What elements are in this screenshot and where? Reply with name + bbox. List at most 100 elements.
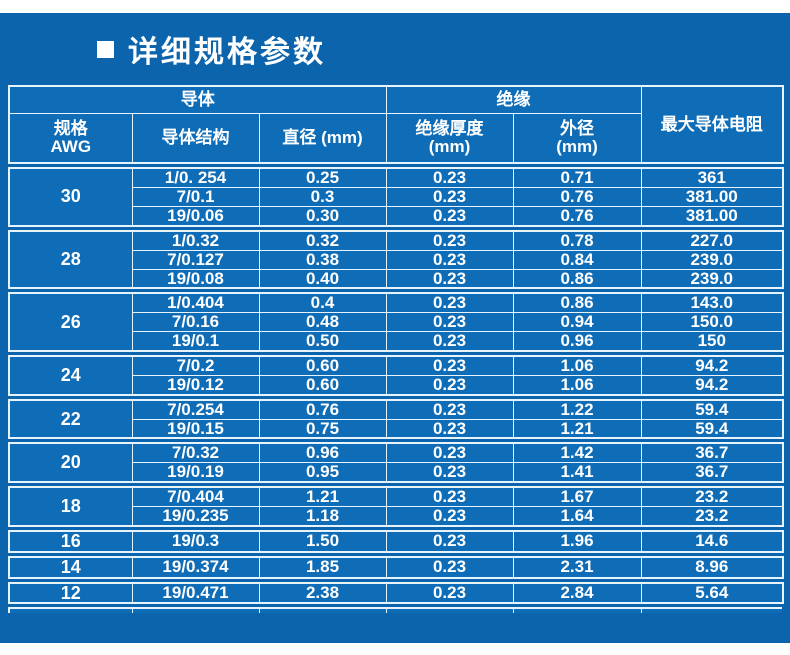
spec-cell: 8.96 [640,556,784,579]
spec-row: 19/0.19 0.95 0.23 1.41 36.7 [9,462,784,483]
spec-row: 30 1/0. 254 0.25 0.23 0.71 361 [8,167,784,227]
awg-group-12: 12 19/0.471 2.38 0.23 2.84 5.64 [8,581,784,605]
spec-row: 19/0.12 0.60 0.23 1.06 94.2 [9,374,784,396]
spec-cell: 0.38 [258,249,387,270]
spec-cell: 0.23 [385,442,514,464]
spec-cell: 19/0.19 [131,462,260,483]
spec-cell: 0.75 [258,418,387,439]
spec-cell: 1.96 [512,530,642,553]
spec-cell: 0.23 [385,230,514,251]
spec-cell: 0.23 [385,355,514,376]
awg-group-22: 22 7/0.254 0.76 0.23 1.22 59.4 19/0.15 0.75 0.23… [8,398,784,440]
spec-cell: 1.50 [258,530,387,553]
awg-group-28: 28 1/0.32 0.32 0.23 0.78 227.0 7/0.127 0.38 0.23… [8,229,784,290]
spec-cell: 7/0.2 [131,355,260,376]
spec-cell: 239.0 [640,249,784,270]
awg-group-14: 14 19/0.374 1.85 0.23 2.31 8.96 [8,555,784,579]
spec-cell: 227.0 [640,230,784,251]
spec-cell: 0.23 [385,374,514,396]
spec-cell: 2.38 [258,582,387,604]
spec-cell: 0.95 [258,462,387,483]
spec-cell: 0.23 [385,556,514,579]
spec-cell: 0.76 [258,399,387,420]
spec-cell: 1.85 [258,556,387,579]
spec-cell: 7/0.1 [131,186,260,207]
spec-cell: 19/0.12 [131,374,260,396]
header-structure: 导体结构 [131,113,260,164]
header-outer-diameter: 外径 (mm) [512,113,642,164]
spec-cell: 94.2 [640,355,784,376]
spec-cell: 1.21 [512,418,642,439]
spec-cell: 0.23 [385,582,514,604]
spec-cell: 94.2 [640,374,784,396]
spec-cell: 0.23 [385,486,514,507]
blue-panel: 详细规格参数 导体 绝缘 最大导体电阻 规格 AWG 导体结构 直径 (mm) … [0,13,790,643]
spec-cell: 0.76 [512,205,642,227]
spec-cell: 0.86 [512,292,642,314]
spec-cell: 19/0.06 [131,205,260,227]
spec-cell: 1/0.32 [131,230,260,251]
spec-cell: 0.23 [385,249,514,270]
awg-cell: 24 [8,355,133,396]
spec-cell: 0.60 [258,374,387,396]
spec-cell: 1.64 [512,505,642,527]
spec-cell: 0.25 [258,167,387,188]
spec-cell: 59.4 [640,418,784,439]
spec-table: 导体 绝缘 最大导体电阻 规格 AWG 导体结构 直径 (mm) 绝缘厚度 (m… [8,85,785,614]
partial-row-clipped [8,607,782,614]
spec-cell: 0.23 [385,399,514,420]
spec-cell: 19/0.3 [131,530,260,553]
spec-row: 7/0.1 0.3 0.23 0.76 381.00 [9,186,784,207]
awg-cell: 20 [8,442,133,483]
spec-cell: 361 [640,167,784,188]
spec-cell: 0.23 [385,312,514,333]
spec-cell: 1.18 [258,505,387,527]
bottom-margin [0,643,790,655]
spec-cell: 1.06 [512,374,642,396]
spec-cell: 1.67 [512,486,642,507]
spec-cell: 0.60 [258,355,387,376]
spec-cell: 0.96 [512,331,642,352]
spec-cell: 0.40 [258,268,387,289]
spec-row: 19/0.08 0.40 0.23 0.86 239.0 [9,268,784,289]
spec-cell: 7/0.404 [131,486,260,507]
awg-cell: 16 [8,530,133,553]
spec-cell: 381.00 [640,205,784,227]
spec-cell: 2.84 [512,582,642,604]
spec-cell: 1/0.404 [131,292,260,314]
spec-cell: 0.3 [258,186,387,207]
spec-row: 22 7/0.254 0.76 0.23 1.22 59.4 [8,399,784,439]
spec-cell: 19/0.15 [131,418,260,439]
spec-row: 16 19/0.3 1.50 0.23 1.96 14.6 [8,530,784,553]
spec-cell: 0.48 [258,312,387,333]
awg-cell: 12 [8,582,133,604]
spec-cell: 381.00 [640,186,784,207]
spec-row: 19/0.235 1.18 0.23 1.64 23.2 [9,505,784,527]
spec-cell: 1.21 [258,486,387,507]
spec-cell: 7/0.32 [131,442,260,464]
spec-cell: 5.64 [640,582,784,604]
header-column-row: 规格 AWG 导体结构 直径 (mm) 绝缘厚度 (mm) 外径 (mm) [8,113,783,164]
spec-row: 19/0.15 0.75 0.23 1.21 59.4 [9,418,784,439]
spec-cell: 0.50 [258,331,387,352]
awg-cell: 22 [8,399,133,439]
spec-cell: 7/0.16 [131,312,260,333]
table-header-block: 导体 绝缘 最大导体电阻 规格 AWG 导体结构 直径 (mm) 绝缘厚度 (m… [8,85,785,164]
header-max-resistance: 最大导体电阻 [640,85,784,164]
spec-cell: 19/0.471 [131,582,260,604]
spec-cell: 1.42 [512,442,642,464]
spec-cell: 7/0.127 [131,249,260,270]
awg-cell: 26 [8,292,133,352]
section-title-text: 详细规格参数 [128,36,326,69]
spec-cell: 19/0.08 [131,268,260,289]
spec-cell: 0.23 [385,462,514,483]
spec-cell: 36.7 [640,462,784,483]
spec-cell: 0.23 [385,292,514,314]
header-thickness: 绝缘厚度 (mm) [385,113,514,164]
spec-row: 14 19/0.374 1.85 0.23 2.31 8.96 [8,556,784,579]
partial-row-block [8,607,782,614]
awg-group-24: 24 7/0.2 0.60 0.23 1.06 94.2 19/0.12 0.60 0.23 1.… [8,355,784,396]
spec-cell: 19/0.1 [131,331,260,352]
awg-group-30: 30 1/0. 254 0.25 0.23 0.71 361 7/0.1 0.3 0.23 0.7… [8,167,784,227]
